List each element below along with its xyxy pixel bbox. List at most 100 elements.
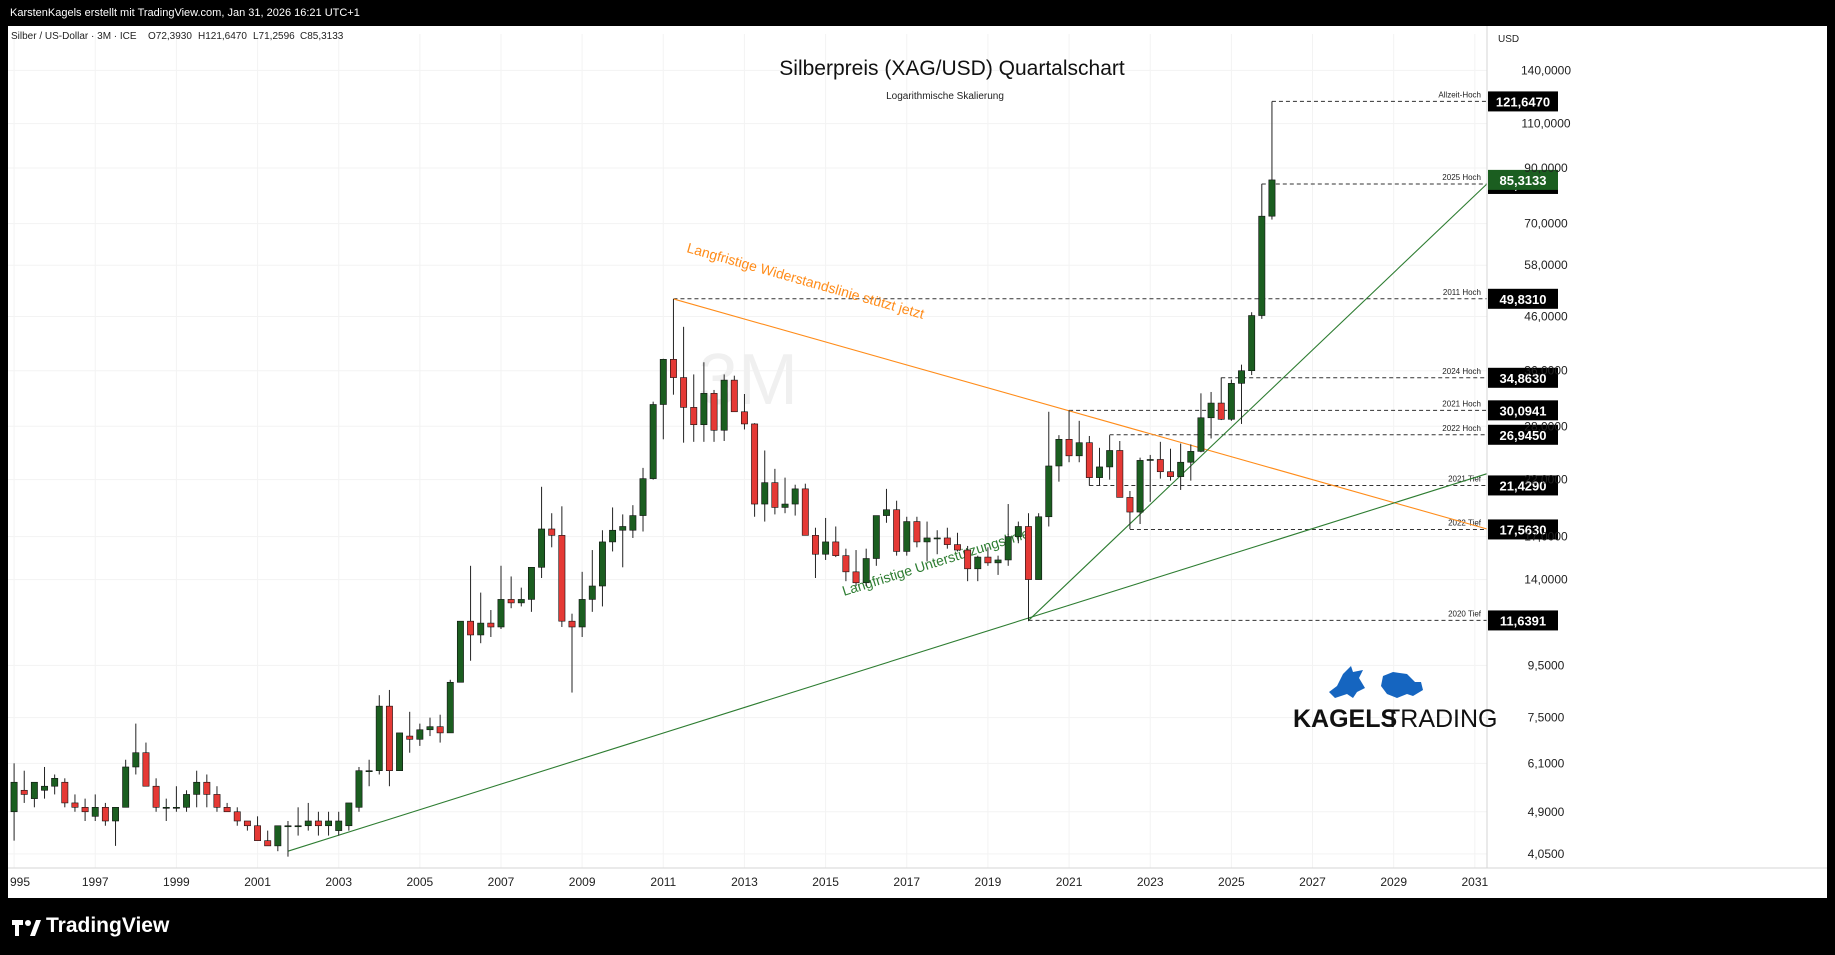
candle-body — [527, 566, 535, 600]
candle-body — [1136, 460, 1144, 513]
candle-body — [933, 537, 941, 540]
price-tick-label: 22,0000 — [1524, 473, 1568, 487]
candle-body — [994, 559, 1002, 564]
candle-body — [1045, 465, 1053, 518]
candle-body — [954, 544, 961, 551]
candle-body — [477, 622, 485, 636]
candle-body — [223, 807, 231, 813]
candle-body — [1035, 516, 1043, 580]
level-price-text: 21,4290 — [1500, 478, 1547, 493]
chart-title: Silberpreis (XAG/USD) Quartalschart — [779, 57, 1125, 80]
candle-body — [791, 488, 799, 505]
level-label: 2020 Tief — [1448, 609, 1482, 618]
candle-body — [274, 825, 282, 847]
price-tick-label: 58,0000 — [1524, 258, 1568, 272]
price-tick-label: 46,0000 — [1524, 309, 1568, 323]
candle-body — [1248, 315, 1256, 372]
price-tick-label: 7,5000 — [1528, 711, 1565, 725]
time-tick-label: 2011 — [650, 875, 676, 889]
level-label: 2021 Hoch — [1442, 399, 1481, 408]
candle-body — [172, 807, 180, 809]
candle-body — [132, 752, 140, 768]
candle-body — [1156, 459, 1164, 473]
candle-body — [112, 807, 119, 822]
candle-body — [264, 840, 272, 847]
candle-body — [1217, 402, 1225, 420]
candle-body — [822, 541, 830, 555]
candle-body — [548, 528, 556, 536]
candle-body — [81, 807, 89, 813]
candle-body — [233, 811, 241, 822]
time-tick-label: 2005 — [406, 875, 433, 889]
candle-body — [1025, 526, 1032, 580]
price-tick-label: 28,0000 — [1524, 419, 1568, 433]
price-tick-label: 14,0000 — [1524, 573, 1568, 587]
candle-body — [497, 599, 505, 628]
candle-body — [741, 411, 748, 425]
candle-body — [1096, 466, 1103, 478]
candle-body — [588, 585, 596, 600]
candle-body — [1238, 370, 1245, 384]
candle-body — [964, 549, 972, 570]
candle-body — [710, 393, 718, 431]
candle-body — [436, 726, 444, 734]
candle-body — [51, 778, 59, 787]
time-tick-label: 2019 — [975, 875, 1002, 889]
level-price-text: 34,8630 — [1500, 371, 1547, 386]
candle-body — [598, 541, 606, 587]
candle-body — [619, 526, 627, 531]
price-tick-label: 4,0500 — [1528, 847, 1565, 861]
logo-word-2: TRADING — [1385, 705, 1498, 733]
candle-body — [456, 620, 464, 683]
candle-body — [1014, 526, 1022, 537]
level-price-text: 30,0941 — [1500, 403, 1547, 418]
kagels-trading-logo: KAGELS TRADING — [1293, 666, 1498, 733]
candle-body — [659, 359, 667, 405]
level-price-text: 49,8310 — [1500, 292, 1547, 307]
level-price-tag — [1488, 610, 1558, 631]
candle-body — [294, 825, 302, 828]
tradingview-logo-icon — [12, 920, 41, 936]
candle-body — [974, 556, 982, 570]
level-label: 2024 Hoch — [1442, 367, 1481, 376]
candle-body — [385, 705, 393, 771]
candle-body — [345, 802, 353, 827]
candle-body — [122, 766, 130, 808]
candle-body — [629, 515, 637, 531]
candle-body — [467, 620, 475, 636]
candle-body — [355, 770, 363, 808]
candle-body — [1065, 439, 1073, 457]
time-tick-label: 2029 — [1380, 875, 1407, 889]
candle-body — [1167, 471, 1174, 477]
candle-body — [325, 820, 332, 827]
candle-body — [426, 726, 434, 731]
candle-body — [152, 785, 160, 808]
candle-body — [1146, 459, 1154, 461]
price-tick-label: 90,0000 — [1524, 161, 1568, 175]
candle-body — [568, 620, 576, 628]
level-price-text: 17,5630 — [1500, 522, 1547, 537]
candle-body — [396, 732, 404, 771]
trendline — [673, 298, 1488, 530]
candle-body — [872, 515, 880, 559]
candle-body — [101, 807, 109, 822]
candle-body — [943, 537, 951, 545]
candle-body — [1258, 215, 1266, 316]
candle-body — [1187, 451, 1195, 463]
candle-body — [335, 820, 343, 831]
candle-body — [720, 379, 728, 431]
candle-body — [842, 555, 850, 573]
candle-body — [700, 393, 708, 426]
grid-lines — [8, 34, 1487, 868]
time-tick-label: 2017 — [893, 875, 920, 889]
symbol-name: Silber / US-Dollar · 3M · ICE — [11, 31, 137, 42]
tradingview-brand[interactable]: TradingView — [46, 914, 170, 937]
price-tick-label: 36,0000 — [1524, 364, 1568, 378]
candle-body — [1197, 417, 1205, 452]
candle-body — [852, 571, 860, 584]
time-tick-label: 2027 — [1299, 875, 1326, 889]
candle-body — [183, 794, 190, 808]
candle-body — [670, 359, 677, 378]
